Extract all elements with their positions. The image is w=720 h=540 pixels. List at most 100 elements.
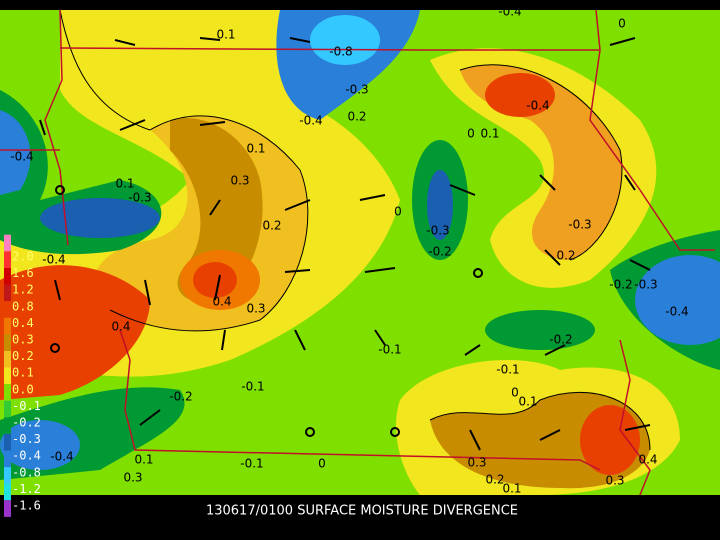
contour-label: -0.1 [378, 343, 401, 357]
contour-label: -0.3 [634, 278, 657, 292]
colorbar-swatch [4, 417, 11, 434]
contour [59, 9, 151, 131]
contour-label: 0.3 [246, 302, 265, 316]
positive-area [580, 405, 640, 475]
colorbar-swatch [4, 284, 11, 302]
colorbar-swatch [4, 334, 11, 351]
colorbar-swatch [4, 384, 11, 401]
contour-label: 0.4 [638, 453, 657, 467]
contour-label: -0.2 [609, 278, 632, 292]
colorbar-swatch [4, 450, 11, 468]
colorbar-swatch [4, 317, 11, 335]
contour-labels: 0.1-0.8-0.3-0.4 0.2-0.40 0.1-0.40.10.1-0.3… [10, 5, 688, 496]
contour-label: 0.1 [246, 142, 265, 156]
contour-label: 0 [511, 386, 519, 400]
contour-label: 0.3 [123, 471, 142, 485]
colorbar-swatch [4, 350, 11, 368]
legend-label: 0.2 [12, 349, 34, 363]
positive-area [460, 64, 622, 260]
legend-label: -0.1 [12, 399, 41, 413]
contour-label: 0.1 [502, 482, 521, 496]
contour-label: 0.1 [518, 395, 537, 409]
positive-area [193, 262, 237, 298]
negative-area [310, 15, 380, 65]
contour-label: 0 [394, 205, 402, 219]
contour-label: 0.2 [485, 473, 504, 487]
contour-label: -0.4 [50, 450, 73, 464]
contour-label: 0.2 [556, 249, 575, 263]
legend-label: 0.1 [12, 366, 34, 380]
contour-label: -0.4 [299, 114, 322, 128]
colorbar-swatch [4, 267, 11, 285]
colorbar-swatch [4, 500, 11, 517]
negative-area [40, 198, 160, 238]
colorbar-swatch [4, 483, 11, 501]
state-border [59, 47, 600, 51]
contour-label: -0.3 [426, 224, 449, 238]
legend-label: 2.0 [12, 250, 34, 264]
state-border [589, 9, 715, 251]
positive-area [485, 73, 555, 117]
contour-label: -0.3 [568, 218, 591, 232]
legend-label: 0.8 [12, 299, 34, 313]
contour-label: 0.3 [605, 474, 624, 488]
contour [459, 64, 623, 261]
contour-label: 0.1 [115, 177, 134, 191]
legend-label: 1.2 [12, 283, 34, 297]
contour-label: -0.4 [10, 150, 33, 164]
contour-label: 0.2 [262, 219, 281, 233]
negative-area [0, 420, 80, 470]
caption: 130617/0100 SURFACE MOISTURE DIVERGENCE [206, 504, 518, 519]
contour-label: 0.4 [111, 320, 130, 334]
neutral-area [239, 350, 380, 495]
wind-barbs [39, 37, 651, 451]
contour-label: 0.1 [216, 28, 235, 42]
contour-label: -0.2 [428, 245, 451, 259]
contour-label: 0 [467, 127, 475, 141]
contour-label: -0.3 [128, 191, 151, 205]
contour-label: -0.8 [329, 45, 352, 59]
state-borders [0, 9, 715, 496]
colorbar: 2.0 1.6 1.2 0.8 0.4 0.3 0.2 0.1 0.0 -0.1 -0.2 -0.3 -… [4, 234, 41, 517]
contour-label: 0.3 [467, 456, 486, 470]
legend-label: -0.2 [12, 416, 41, 430]
state-border [619, 339, 651, 496]
contour-label: 0.3 [230, 174, 249, 188]
contour-label: 0.2 [347, 110, 366, 124]
legend-label: -1.6 [12, 499, 41, 513]
colorbar-swatch [4, 433, 11, 451]
legend-label: -0.8 [12, 465, 41, 479]
contour-label: -0.2 [549, 333, 572, 347]
negative-area [427, 170, 453, 240]
positive-area [0, 265, 150, 400]
contour-label: 0.1 [134, 453, 153, 467]
colorbar-swatch [4, 400, 11, 418]
legend-label: 0.3 [12, 333, 34, 347]
negative-area [485, 310, 595, 350]
colorbar-swatch [4, 301, 11, 318]
contour [109, 115, 309, 332]
colorbar-swatch [4, 234, 11, 252]
contour-label: 0 [318, 457, 326, 471]
contour-label: -0.2 [169, 390, 192, 404]
contour [429, 391, 651, 451]
contour-label: -0.4 [498, 5, 521, 19]
legend-label: 0.4 [12, 316, 34, 330]
legend-label: -0.4 [12, 449, 41, 463]
negative-area [635, 255, 720, 345]
state-border [119, 329, 601, 471]
contour-label: -0.4 [42, 253, 65, 267]
legend-label: -1.2 [12, 482, 41, 496]
legend-label: 0.0 [12, 382, 34, 396]
legend-label: -0.3 [12, 432, 41, 446]
contour-label: 0.4 [212, 295, 231, 309]
colorbar-swatch [4, 251, 11, 268]
contour-label: 0 [618, 17, 626, 31]
contour-label: -0.4 [665, 305, 688, 319]
legend-label: 1.6 [12, 266, 34, 280]
state-border [44, 9, 69, 246]
negative-area [0, 110, 31, 195]
contour-label: -0.3 [345, 83, 368, 97]
